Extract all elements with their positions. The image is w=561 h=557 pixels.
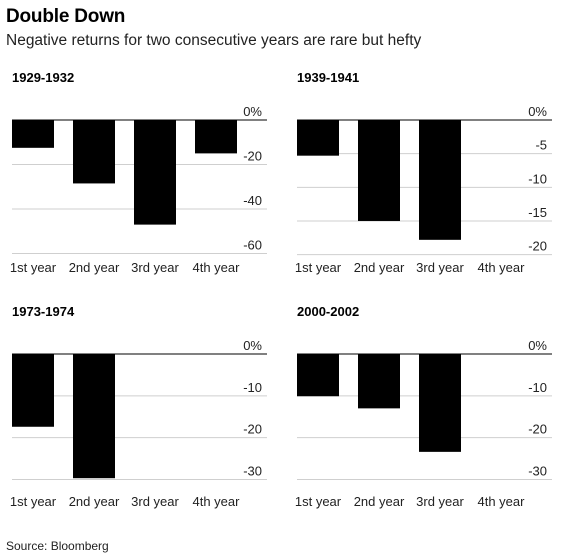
bar-2 (73, 120, 115, 184)
bar-2 (358, 120, 400, 221)
panel-title: 1939-1941 (297, 70, 359, 85)
x-tick-label: 1st year (10, 260, 57, 275)
y-tick-label: -10 (528, 171, 547, 186)
panel-title: 1973-1974 (12, 304, 75, 319)
y-tick-label: -40 (243, 193, 262, 208)
x-tick-label: 4th year (193, 494, 241, 509)
x-tick-label: 3rd year (131, 260, 179, 275)
y-tick-label: -20 (528, 239, 547, 254)
y-tick-label: -20 (243, 422, 262, 437)
bar-1 (12, 354, 54, 427)
y-tick-label: -15 (528, 205, 547, 220)
bar-2 (358, 354, 400, 409)
bar-4 (195, 120, 237, 154)
x-tick-label: 1st year (10, 494, 57, 509)
bar-3 (134, 120, 176, 225)
y-tick-label: -30 (243, 463, 262, 478)
y-tick-label: -20 (528, 422, 547, 437)
panel-title: 1929-1932 (12, 70, 74, 85)
source-note: Source: Bloomberg (6, 539, 109, 553)
y-tick-label: -30 (528, 463, 547, 478)
y-tick-label: 0% (528, 104, 547, 119)
chart-title: Double Down (6, 6, 126, 27)
y-tick-label: -60 (243, 238, 262, 253)
x-tick-label: 3rd year (416, 260, 464, 275)
chart-panel-4: 2000-2002 0% -10 -20 -30 1st year 2nd year 3rd … (295, 304, 552, 509)
bar-1 (12, 120, 54, 148)
x-tick-label: 3rd year (416, 494, 464, 509)
chart-panel-2: 1939-1941 0% -5 -10 -15 -20 1st year 2nd year 3r… (295, 70, 552, 275)
bar-2 (73, 354, 115, 479)
chart-panel-1: 1929-1932 0% -20 -40 -60 1st year 2nd year 3rd … (10, 70, 267, 275)
y-tick-label: -10 (243, 380, 262, 395)
bar-3 (419, 354, 461, 452)
x-tick-label: 2nd year (354, 260, 405, 275)
bar-1 (297, 354, 339, 397)
y-tick-label: 0% (243, 104, 262, 119)
y-tick-label: -10 (528, 380, 547, 395)
x-tick-label: 2nd year (69, 494, 120, 509)
y-tick-label: -20 (243, 149, 262, 164)
x-tick-label: 2nd year (354, 494, 405, 509)
panel-title: 2000-2002 (297, 304, 359, 319)
x-tick-label: 2nd year (69, 260, 120, 275)
x-tick-label: 4th year (478, 260, 526, 275)
x-tick-label: 4th year (478, 494, 526, 509)
bar-1 (297, 120, 339, 156)
x-tick-label: 4th year (193, 260, 241, 275)
chart-subtitle: Negative returns for two consecutive yea… (6, 32, 422, 49)
y-tick-label: -5 (535, 138, 547, 153)
x-tick-label: 1st year (295, 260, 342, 275)
chart-panel-3: 1973-1974 0% -10 -20 -30 1st year 2nd year 3rd … (10, 304, 267, 509)
x-tick-label: 1st year (295, 494, 342, 509)
y-tick-label: 0% (528, 338, 547, 353)
x-tick-label: 3rd year (131, 494, 179, 509)
bar-3 (419, 120, 461, 240)
y-tick-label: 0% (243, 338, 262, 353)
